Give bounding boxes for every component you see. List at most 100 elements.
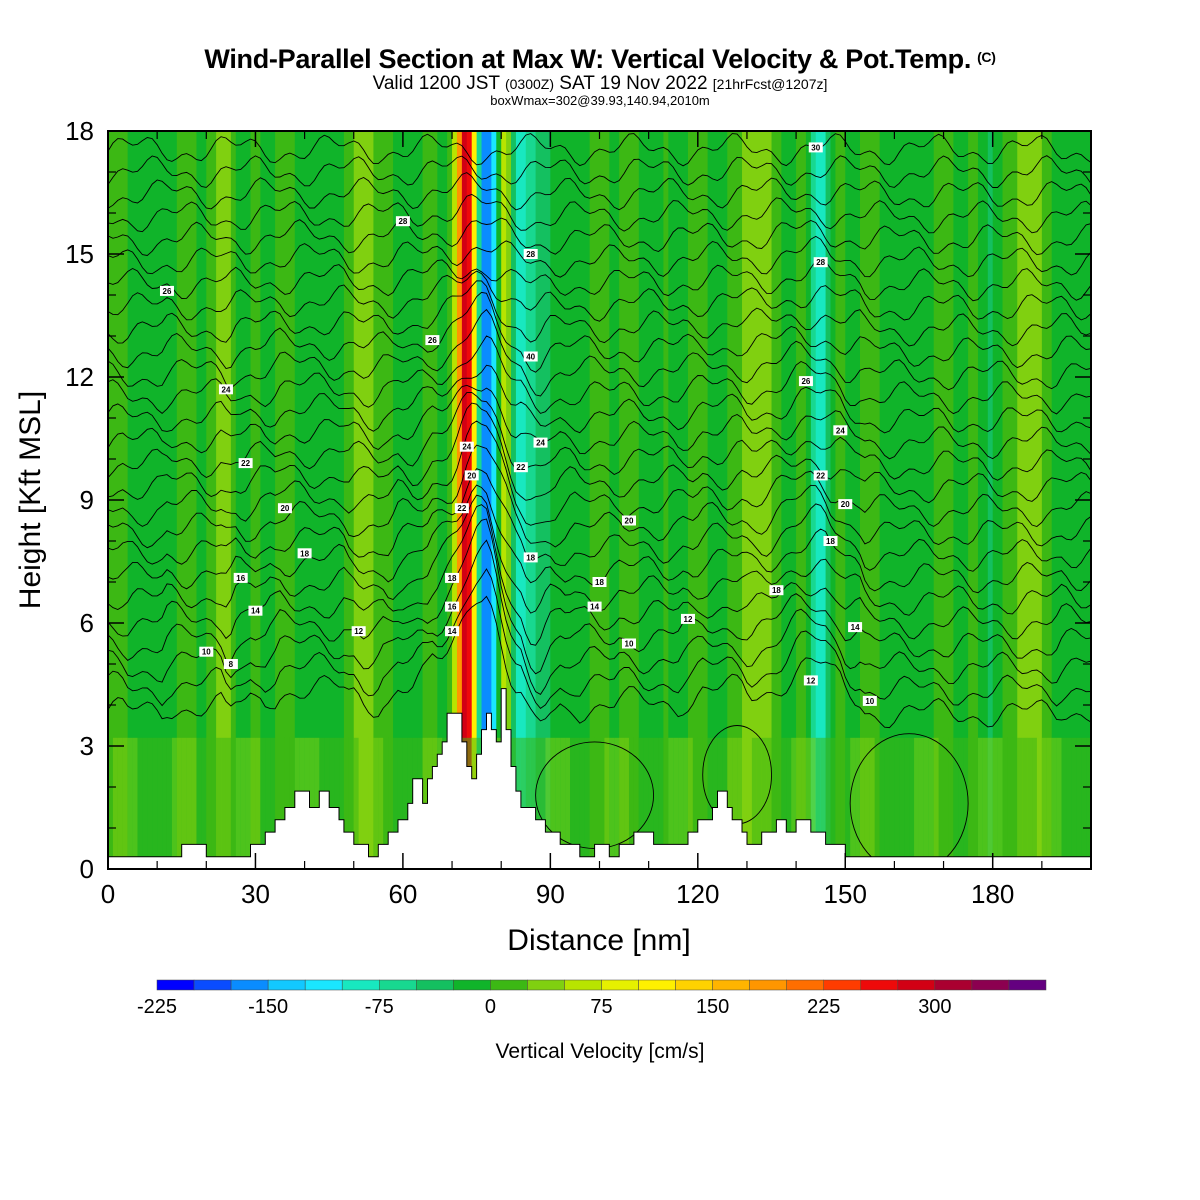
theta-contour-line: [108, 193, 1091, 234]
theta-contour-line: [108, 364, 1091, 434]
velocity-lowlevel-column: [393, 737, 399, 869]
velocity-lowlevel-column: [899, 737, 905, 869]
theta-contour-label: 26: [801, 377, 810, 386]
velocity-lowlevel-column: [1017, 737, 1023, 869]
velocity-column: [781, 131, 787, 869]
velocity-column: [319, 131, 325, 869]
colorbar-swatch: [156, 979, 195, 991]
velocity-column: [992, 131, 999, 869]
velocity-column: [1012, 131, 1018, 869]
velocity-column: [928, 131, 935, 869]
velocity-lowlevel-column: [127, 737, 134, 869]
velocity-column: [624, 131, 630, 869]
contour-label-bg: [813, 470, 828, 481]
velocity-lowlevel-column: [958, 737, 964, 869]
x-axis: 0 30 60 90 120 150 180: [101, 131, 1043, 909]
velocity-column: [181, 131, 188, 869]
velocity-column: [540, 131, 547, 869]
velocity-lowlevel-column: [550, 737, 556, 869]
velocity-column: [658, 131, 664, 869]
theta-contour-label: 14: [448, 627, 457, 636]
velocity-column: [555, 131, 561, 869]
velocity-column: [221, 131, 227, 869]
velocity-lowlevel-column: [152, 737, 158, 869]
theta-contour-label: 24: [222, 385, 231, 394]
theta-contour-line: [108, 420, 1091, 528]
velocity-column: [628, 131, 635, 869]
colorbar-swatch: [379, 979, 417, 991]
velocity-lowlevel-column: [1027, 737, 1033, 869]
velocity-lowlevel-column: [727, 737, 733, 869]
theta-contour-line: [108, 539, 1091, 695]
colorbar-swatch: [823, 979, 862, 991]
velocity-column: [855, 131, 861, 869]
velocity-lowlevel-column: [948, 737, 954, 869]
theta-contour-label: 16: [448, 603, 457, 612]
colorbar-swatch: [304, 979, 343, 991]
contour-label-bg: [808, 142, 823, 153]
velocity-column: [579, 131, 586, 869]
velocity-column: [530, 131, 537, 869]
velocity-lowlevel-column: [697, 737, 704, 869]
velocity-column: [904, 131, 910, 869]
velocity-column: [801, 131, 807, 869]
contour-label-bg: [218, 384, 233, 395]
velocity-column: [717, 131, 723, 869]
colorbar-swatch: [193, 979, 232, 991]
contour-label-bg: [769, 585, 784, 596]
velocity-column: [864, 131, 871, 869]
velocity-column: [511, 131, 517, 869]
velocity-lowlevel-column: [388, 737, 394, 869]
velocity-column: [796, 131, 802, 869]
velocity-lowlevel-column: [142, 737, 148, 869]
velocity-lowlevel-column: [737, 737, 743, 869]
velocity-column: [417, 131, 424, 869]
theta-contour-line: [108, 468, 1091, 572]
colorbar-tick-label: 225: [807, 996, 840, 1018]
contour-label-bg: [838, 499, 853, 510]
velocity-lowlevel-column: [216, 737, 222, 869]
velocity-lowlevel-column: [609, 737, 615, 869]
velocity-column: [491, 131, 497, 869]
y-tick-label: 0: [80, 854, 94, 884]
valid-time-line: Valid 1200 JST (0300Z) SAT 19 Nov 2022 […: [0, 73, 1200, 95]
velocity-lowlevel-column: [108, 737, 114, 869]
velocity-lowlevel-column: [810, 737, 817, 869]
contour-label-bg: [233, 572, 248, 583]
velocity-lowlevel-column: [825, 737, 832, 869]
velocity-lowlevel-column: [275, 737, 281, 869]
contour-label-bg: [464, 470, 479, 481]
velocity-column: [1056, 131, 1063, 869]
velocity-column: [894, 131, 900, 869]
contour-label-bg: [533, 437, 548, 448]
theta-contour-label: 40: [526, 353, 535, 362]
velocity-lowlevel-column: [230, 737, 237, 869]
velocity-column: [918, 131, 925, 869]
theta-contour-label: 22: [516, 463, 525, 472]
velocity-lowlevel-column: [280, 737, 286, 869]
velocity-lowlevel-column: [801, 737, 807, 869]
velocity-column: [506, 131, 512, 869]
velocity-column: [751, 131, 758, 869]
theta-contour-label: 12: [684, 615, 693, 624]
velocity-lowlevel-column: [707, 737, 714, 869]
velocity-column: [294, 131, 301, 869]
contour-label-bg: [833, 425, 848, 436]
theta-contour-label: 28: [398, 217, 407, 226]
velocity-column: [230, 131, 237, 869]
velocity-lowlevel-column: [973, 737, 979, 869]
velocity-column: [422, 131, 429, 869]
velocity-lowlevel-column: [584, 737, 591, 869]
velocity-lowlevel-column: [545, 737, 551, 869]
theta-contour-label: 30: [811, 143, 820, 152]
x-tick-label: 60: [388, 879, 417, 909]
velocity-column: [211, 131, 217, 869]
y-tick-label: 15: [65, 239, 94, 269]
velocity-column: [663, 131, 669, 869]
velocity-lowlevel-column: [520, 737, 527, 869]
theta-contour-line: [108, 308, 1091, 397]
velocity-lowlevel-column: [1012, 737, 1018, 869]
theta-contour-label: 22: [816, 471, 825, 480]
velocity-column: [638, 131, 645, 869]
velocity-lowlevel-column: [166, 737, 173, 869]
